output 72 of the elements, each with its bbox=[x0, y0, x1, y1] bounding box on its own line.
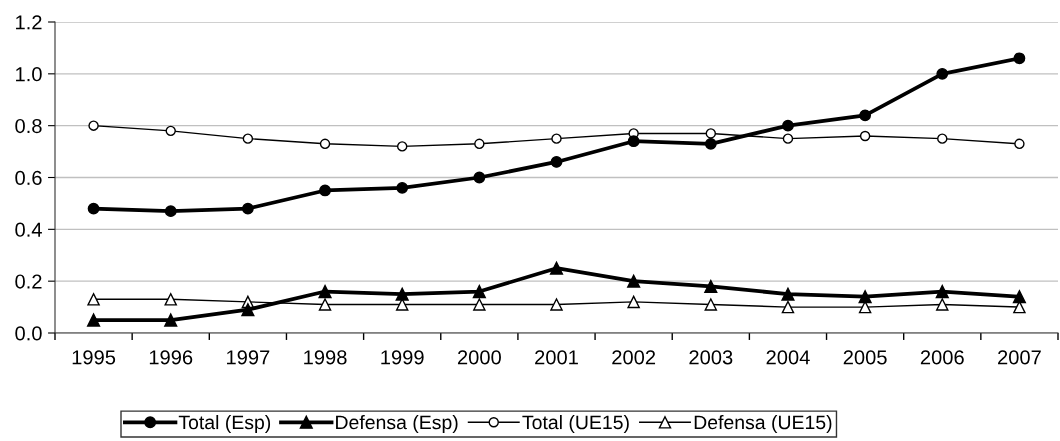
point bbox=[627, 295, 640, 309]
x-tick-label: 2005 bbox=[843, 350, 887, 365]
point bbox=[319, 184, 331, 197]
point bbox=[782, 133, 794, 144]
point bbox=[87, 293, 100, 306]
x-tick-label: 2002 bbox=[612, 350, 656, 365]
point bbox=[781, 300, 795, 314]
x-tick-label: 2003 bbox=[689, 350, 733, 365]
y-tick-label: 0.4 bbox=[15, 222, 42, 237]
point bbox=[627, 274, 641, 288]
point bbox=[473, 298, 486, 311]
y-tick-label: 0.2 bbox=[15, 274, 42, 289]
point bbox=[473, 171, 486, 184]
point bbox=[627, 135, 640, 148]
point bbox=[704, 137, 717, 150]
point bbox=[550, 156, 563, 168]
legend-label: Total (Esp) bbox=[178, 414, 271, 434]
point bbox=[86, 313, 101, 327]
y-tick-label: 0.8 bbox=[15, 118, 42, 134]
point bbox=[87, 202, 100, 215]
point bbox=[705, 128, 717, 139]
point bbox=[395, 287, 409, 301]
point bbox=[859, 130, 871, 142]
point bbox=[241, 303, 255, 317]
y-tick-label: 1.2 bbox=[16, 15, 42, 30]
x-tick-label: 2006 bbox=[920, 350, 964, 365]
point bbox=[782, 119, 794, 132]
point bbox=[395, 298, 409, 311]
y-tick-label: 0.6 bbox=[15, 170, 42, 185]
y-tick-label: 1.0 bbox=[16, 67, 42, 82]
point bbox=[318, 284, 332, 299]
point bbox=[164, 205, 177, 218]
point bbox=[88, 120, 99, 131]
y-tick-label: 0.0 bbox=[15, 326, 42, 341]
point bbox=[704, 279, 718, 293]
point bbox=[858, 290, 872, 304]
point bbox=[704, 298, 718, 311]
point bbox=[937, 133, 948, 144]
point bbox=[935, 284, 949, 299]
point bbox=[241, 202, 254, 215]
x-tick-label: 2004 bbox=[766, 350, 810, 365]
point bbox=[474, 138, 485, 150]
point bbox=[164, 313, 178, 327]
point bbox=[1014, 138, 1025, 150]
legend-label: Total (UE15) bbox=[522, 414, 629, 434]
point bbox=[319, 138, 331, 150]
point bbox=[859, 109, 872, 122]
point bbox=[1012, 290, 1027, 304]
point bbox=[550, 298, 563, 311]
legend-label: Defensa (Esp) bbox=[336, 414, 458, 434]
point bbox=[165, 125, 176, 137]
point bbox=[551, 133, 562, 144]
point bbox=[318, 298, 332, 311]
point bbox=[936, 298, 949, 311]
x-tick-label: 1996 bbox=[149, 350, 193, 365]
x-tick-label: 1997 bbox=[227, 350, 270, 365]
point bbox=[472, 284, 486, 299]
x-tick-label: 2001 bbox=[535, 350, 578, 365]
point bbox=[781, 287, 795, 301]
x-tick-label: 1998 bbox=[304, 350, 347, 365]
point bbox=[164, 293, 177, 306]
point bbox=[936, 67, 949, 80]
point bbox=[242, 133, 254, 144]
x-tick-label: 1999 bbox=[381, 350, 424, 365]
x-tick-label: 2007 bbox=[998, 350, 1041, 365]
legend-label: Defensa (UE15) bbox=[694, 414, 832, 434]
point bbox=[396, 181, 409, 194]
point bbox=[549, 261, 564, 275]
x-tick-label: 1995 bbox=[72, 350, 116, 365]
x-tick-label: 2000 bbox=[457, 350, 501, 365]
point bbox=[1013, 52, 1026, 65]
point bbox=[396, 141, 408, 152]
